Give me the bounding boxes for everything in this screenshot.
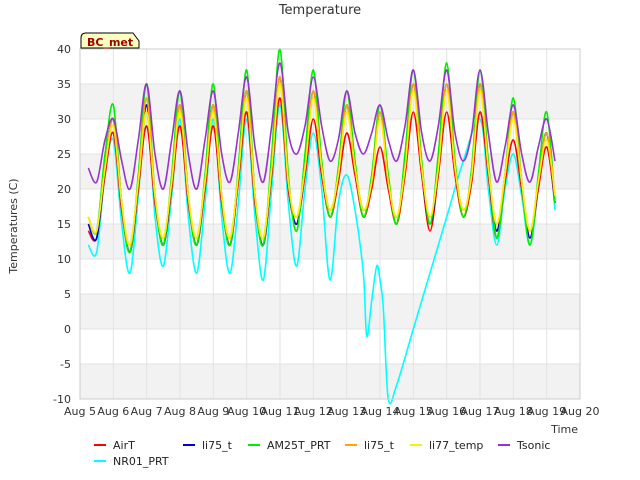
y-tick-label: 40 xyxy=(57,43,71,56)
badge-label: BC_met xyxy=(87,36,133,49)
band xyxy=(80,84,580,119)
series-layer xyxy=(87,48,556,405)
legend: AirT li75_t AM25T_PRT li75_t li77_temp Tsonic… xyxy=(94,439,550,468)
x-tick-label: Aug 8 xyxy=(164,405,196,418)
chart-title: Temperature xyxy=(278,3,361,18)
series-line-li77-temp xyxy=(87,83,556,246)
x-tick-label: Aug 17 xyxy=(461,405,500,418)
legend-label: AirT xyxy=(113,439,135,452)
y-tick-label: 5 xyxy=(64,288,71,301)
x-tick-label: Aug 13 xyxy=(327,405,366,418)
x-tick-label: Aug 12 xyxy=(294,405,333,418)
x-tick-label: Aug 10 xyxy=(227,405,266,418)
y-tick-label: 0 xyxy=(64,323,71,336)
x-axis-label: Time xyxy=(550,423,578,436)
y-tick-labels: -10 -5 0 5 10 15 20 25 30 35 40 xyxy=(53,43,71,406)
legend-label: li75_t xyxy=(202,439,233,452)
band xyxy=(80,294,580,329)
y-tick-label: -5 xyxy=(60,358,71,371)
x-tick-label: Aug 5 xyxy=(64,405,96,418)
series-line-tsonic xyxy=(87,62,556,191)
x-tick-label: Aug 9 xyxy=(197,405,229,418)
x-tick-label: Aug 16 xyxy=(427,405,466,418)
x-tick-label: Aug 19 xyxy=(527,405,566,418)
x-tick-label: Aug 15 xyxy=(394,405,433,418)
x-tick-label: Aug 20 xyxy=(561,405,600,418)
y-tick-label: 20 xyxy=(57,183,71,196)
badge: BC_met xyxy=(80,32,140,49)
legend-label: Tsonic xyxy=(516,439,550,452)
plot-frame xyxy=(79,48,581,400)
x-tick-label: Aug 11 xyxy=(261,405,300,418)
y-tick-label: 10 xyxy=(57,253,71,266)
y-axis-label: Temperatures (C) xyxy=(7,178,20,274)
legend-label: NR01_PRT xyxy=(113,455,169,468)
y-tick-label: 15 xyxy=(57,218,71,231)
y-tick-label: 30 xyxy=(57,113,71,126)
y-tick-label: -10 xyxy=(53,393,71,406)
legend-label: li77_temp xyxy=(429,439,483,452)
x-tick-label: Aug 18 xyxy=(494,405,533,418)
band xyxy=(80,224,580,259)
x-tick-label: Aug 6 xyxy=(97,405,129,418)
x-tick-label: Aug 14 xyxy=(361,405,400,418)
y-tick-label: 25 xyxy=(57,148,71,161)
legend-label: AM25T_PRT xyxy=(267,439,331,452)
legend-label: li75_t xyxy=(364,439,395,452)
y-tick-label: 35 xyxy=(57,78,71,91)
x-tick-label: Aug 7 xyxy=(131,405,163,418)
band xyxy=(80,364,580,399)
